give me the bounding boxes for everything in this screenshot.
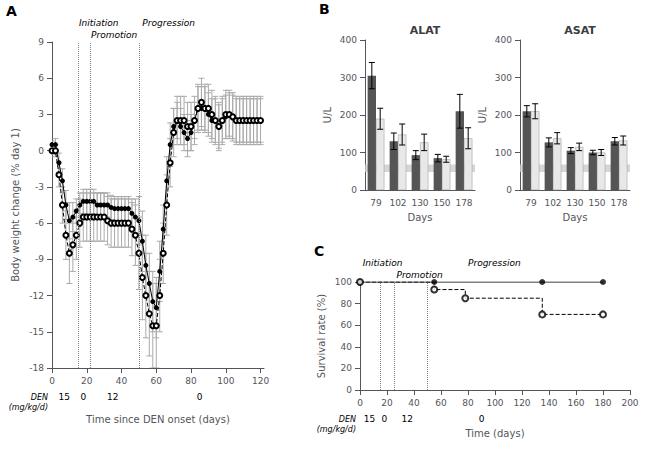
svg-text:0: 0: [357, 398, 363, 408]
svg-text:180: 180: [594, 398, 611, 408]
svg-text:A: A: [6, 3, 17, 19]
svg-text:U/L: U/L: [477, 106, 488, 123]
svg-text:100: 100: [495, 148, 512, 158]
svg-text:80: 80: [341, 299, 353, 309]
svg-text:400: 400: [495, 35, 512, 45]
svg-text:C: C: [314, 243, 324, 259]
svg-text:0: 0: [197, 392, 203, 402]
svg-text:15: 15: [58, 392, 69, 402]
svg-text:102: 102: [544, 198, 561, 208]
svg-text:0: 0: [351, 185, 357, 195]
svg-text:200: 200: [495, 110, 512, 120]
svg-text:12: 12: [402, 414, 413, 424]
svg-text:40: 40: [116, 376, 128, 386]
svg-text:80: 80: [185, 376, 197, 386]
svg-text:150: 150: [433, 198, 450, 208]
svg-text:102: 102: [389, 198, 406, 208]
svg-text:20: 20: [381, 398, 393, 408]
svg-text:79: 79: [370, 198, 382, 208]
svg-text:(mg/kg/d): (mg/kg/d): [9, 403, 48, 412]
svg-text:178: 178: [455, 198, 472, 208]
svg-text:100: 100: [335, 277, 352, 287]
svg-text:DEN: DEN: [339, 415, 356, 424]
svg-text:140: 140: [540, 398, 557, 408]
svg-text:Promotion: Promotion: [91, 30, 137, 40]
svg-text:160: 160: [567, 398, 584, 408]
svg-text:DEN: DEN: [31, 393, 48, 402]
svg-text:0: 0: [38, 146, 44, 156]
svg-text:0: 0: [346, 385, 352, 395]
svg-text:3: 3: [38, 109, 44, 119]
svg-text:300: 300: [495, 73, 512, 83]
svg-text:100: 100: [486, 398, 503, 408]
svg-text:-6: -6: [35, 218, 44, 228]
svg-text:100: 100: [340, 148, 357, 158]
svg-text:-15: -15: [29, 327, 44, 337]
svg-text:Days: Days: [408, 212, 433, 223]
svg-text:-9: -9: [35, 254, 44, 264]
svg-text:60: 60: [151, 376, 163, 386]
svg-text:Time since DEN onset (days): Time since DEN onset (days): [85, 414, 230, 425]
svg-text:(mg/kg/d): (mg/kg/d): [317, 425, 356, 434]
svg-text:ALAT: ALAT: [410, 24, 441, 37]
svg-text:0: 0: [506, 185, 512, 195]
svg-text:200: 200: [621, 398, 638, 408]
svg-text:0: 0: [479, 414, 485, 424]
svg-text:Initiation: Initiation: [363, 258, 403, 268]
svg-text:ASAT: ASAT: [564, 24, 596, 37]
svg-text:150: 150: [588, 198, 605, 208]
svg-text:Progression: Progression: [142, 18, 195, 28]
svg-text:0: 0: [381, 414, 387, 424]
svg-text:200: 200: [340, 110, 357, 120]
svg-text:6: 6: [38, 73, 44, 83]
svg-text:0: 0: [80, 392, 86, 402]
svg-text:Progression: Progression: [468, 258, 521, 268]
svg-text:-12: -12: [29, 291, 44, 301]
svg-text:178: 178: [610, 198, 627, 208]
svg-text:120: 120: [513, 398, 530, 408]
svg-text:Initiation: Initiation: [79, 18, 119, 28]
svg-text:20: 20: [341, 363, 353, 373]
svg-text:60: 60: [341, 320, 353, 330]
svg-text:20: 20: [81, 376, 93, 386]
svg-text:Days: Days: [563, 212, 588, 223]
svg-text:79: 79: [525, 198, 537, 208]
svg-text:0: 0: [49, 376, 55, 386]
svg-text:120: 120: [252, 376, 269, 386]
svg-text:Body weight change (% day 1): Body weight change (% day 1): [10, 128, 21, 282]
svg-text:-3: -3: [35, 182, 44, 192]
svg-text:40: 40: [341, 342, 353, 352]
svg-text:U/L: U/L: [322, 106, 333, 123]
svg-text:-18: -18: [29, 363, 44, 373]
svg-text:100: 100: [217, 376, 234, 386]
svg-text:B: B: [319, 1, 330, 17]
svg-text:300: 300: [340, 73, 357, 83]
svg-text:12: 12: [107, 392, 118, 402]
svg-text:130: 130: [411, 198, 428, 208]
svg-text:Promotion: Promotion: [396, 270, 442, 280]
svg-text:60: 60: [435, 398, 447, 408]
svg-text:9: 9: [38, 37, 44, 47]
svg-text:Time (days): Time (days): [464, 428, 524, 439]
svg-text:80: 80: [462, 398, 474, 408]
svg-text:40: 40: [408, 398, 420, 408]
svg-text:130: 130: [566, 198, 583, 208]
svg-text:15: 15: [364, 414, 375, 424]
svg-text:400: 400: [340, 35, 357, 45]
svg-text:Survival rate (%): Survival rate (%): [316, 294, 327, 378]
